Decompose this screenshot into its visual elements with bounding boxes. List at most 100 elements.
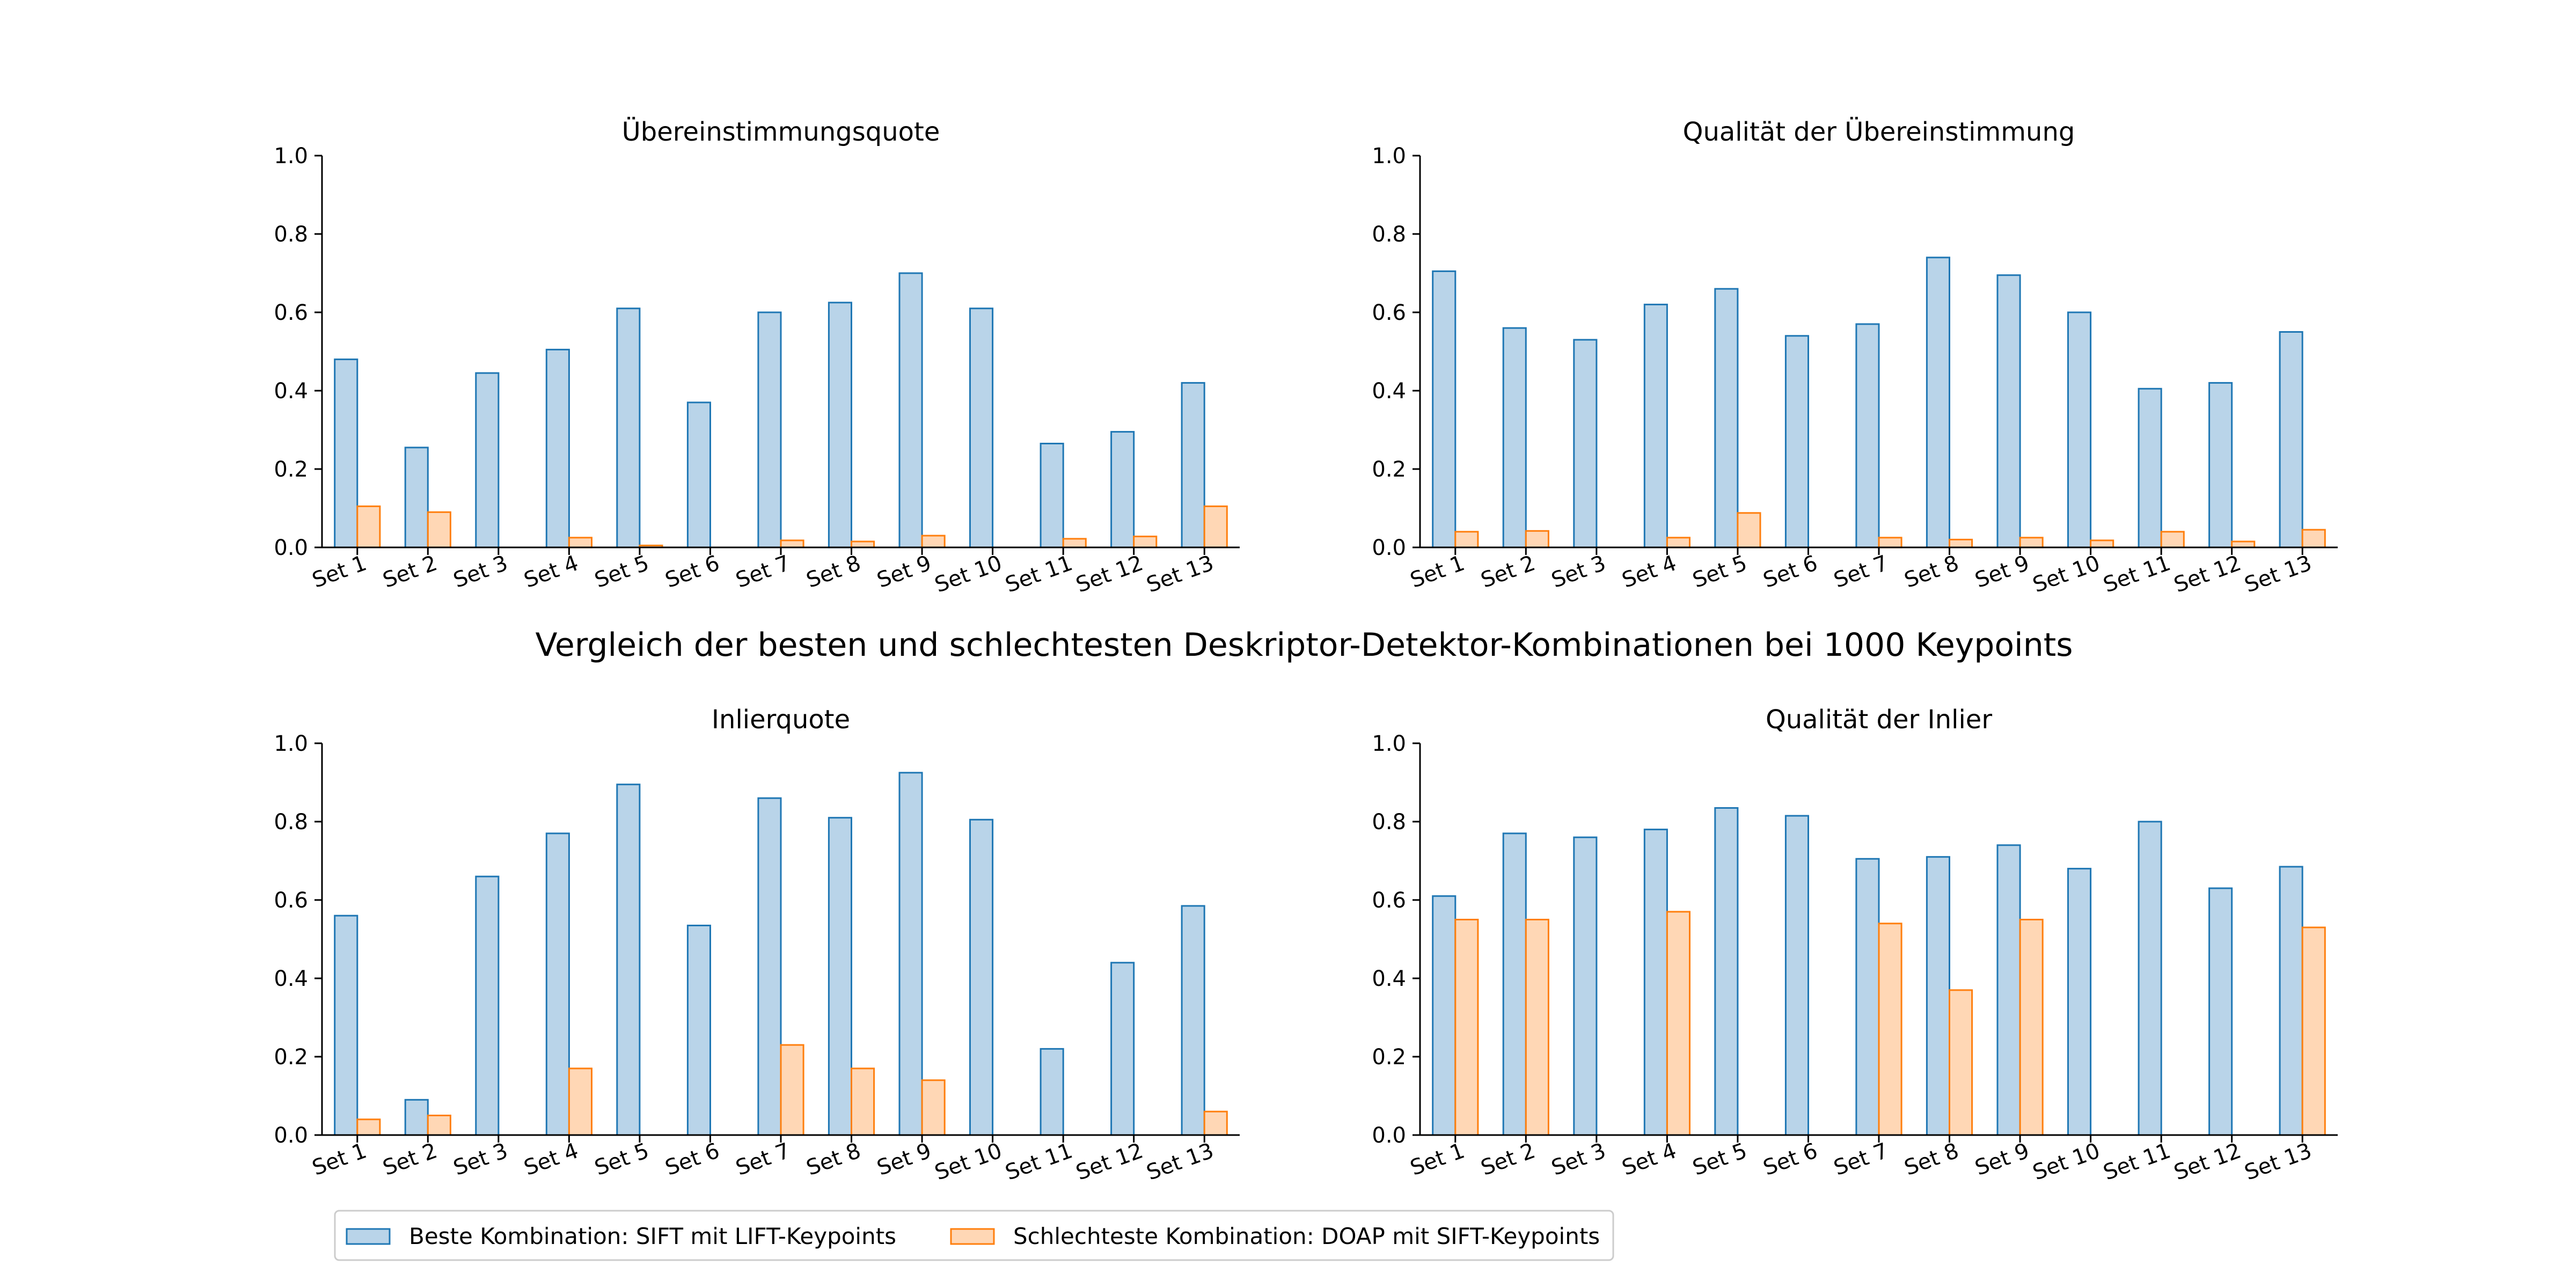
bar-worst-1 xyxy=(1454,919,1479,1136)
bar-best-9 xyxy=(898,772,923,1136)
y-tick-label-inlier-ratio-0: 0.0 xyxy=(274,1123,308,1148)
bar-best-8 xyxy=(1926,856,1950,1136)
bar-best-5 xyxy=(1714,288,1739,548)
bar-best-11 xyxy=(2138,387,2162,548)
bar-worst-1 xyxy=(356,505,381,548)
bar-worst-13 xyxy=(1203,505,1228,548)
chart-title-match-ratio: Übereinstimmungsquote xyxy=(622,117,940,147)
bar-best-4 xyxy=(545,832,570,1136)
bar-best-2 xyxy=(404,447,429,548)
bar-worst-2 xyxy=(427,511,451,548)
bar-worst-7 xyxy=(780,539,804,548)
y-tick-label-inlier-quality-1: 0.2 xyxy=(1372,1045,1406,1070)
y-tick-label-match-quality-3: 0.6 xyxy=(1372,301,1406,325)
bar-worst-13 xyxy=(2301,926,2326,1136)
bar-best-10 xyxy=(969,308,994,548)
bar-best-11 xyxy=(2138,821,2162,1136)
y-tick-label-match-ratio-4: 0.8 xyxy=(274,222,308,247)
bar-best-10 xyxy=(969,818,994,1136)
bar-worst-8 xyxy=(1949,538,1973,548)
y-tick-label-match-ratio-2: 0.4 xyxy=(274,379,308,404)
bar-worst-8 xyxy=(851,1067,875,1136)
bar-worst-9 xyxy=(921,1079,946,1136)
bar-worst-1 xyxy=(356,1118,381,1136)
legend-label-worst: Schlechteste Kombination: DOAP mit SIFT-… xyxy=(1013,1223,1600,1249)
bar-worst-7 xyxy=(1878,923,1902,1136)
bar-worst-7 xyxy=(1878,537,1902,548)
bar-best-10 xyxy=(2067,868,2092,1136)
legend-swatch-worst xyxy=(950,1228,995,1245)
y-tick-label-match-ratio-5: 1.0 xyxy=(274,144,308,169)
y-tick-label-match-quality-1: 0.2 xyxy=(1372,457,1406,482)
bar-best-5 xyxy=(1714,807,1739,1136)
bar-best-8 xyxy=(828,817,853,1136)
bar-worst-4 xyxy=(568,1067,593,1136)
bar-best-1 xyxy=(334,914,358,1136)
chart-title-inlier-ratio: Inlierquote xyxy=(712,705,850,735)
bar-best-12 xyxy=(2208,887,2233,1136)
bar-best-3 xyxy=(1573,339,1598,548)
bar-best-7 xyxy=(1855,323,1880,548)
bar-best-13 xyxy=(2279,866,2303,1136)
legend: Beste Kombination: SIFT mit LIFT-Keypoin… xyxy=(334,1210,1614,1261)
bar-worst-12 xyxy=(2231,540,2256,548)
y-tick-label-match-ratio-1: 0.2 xyxy=(274,457,308,482)
bar-worst-5 xyxy=(1737,512,1761,548)
y-tick-label-inlier-ratio-2: 0.4 xyxy=(274,967,308,991)
bar-best-3 xyxy=(475,372,500,548)
bar-best-4 xyxy=(1643,303,1668,548)
bar-worst-10 xyxy=(2090,539,2114,548)
bar-worst-11 xyxy=(1062,538,1087,548)
chart-inlier-quality: Qualität der Inlier0.00.20.40.60.81.0Set… xyxy=(1372,705,2338,1185)
bar-best-11 xyxy=(1040,443,1064,548)
bar-best-2 xyxy=(404,1099,429,1136)
y-tick-label-inlier-quality-4: 0.8 xyxy=(1372,810,1406,835)
bar-best-7 xyxy=(757,311,782,548)
bar-best-12 xyxy=(1110,962,1135,1136)
bar-best-12 xyxy=(1110,431,1135,548)
y-tick-label-match-ratio-3: 0.6 xyxy=(274,301,308,325)
y-tick-label-inlier-ratio-3: 0.6 xyxy=(274,888,308,913)
bar-worst-8 xyxy=(851,540,875,548)
bar-best-13 xyxy=(2279,331,2303,548)
bar-best-5 xyxy=(616,784,641,1136)
bar-worst-4 xyxy=(1666,537,1690,548)
y-tick-label-inlier-ratio-5: 1.0 xyxy=(274,731,308,756)
bar-best-1 xyxy=(1432,895,1457,1136)
y-tick-label-inlier-quality-3: 0.6 xyxy=(1372,888,1406,913)
bar-best-9 xyxy=(898,272,923,548)
bar-best-7 xyxy=(757,797,782,1136)
y-tick-label-inlier-quality-5: 1.0 xyxy=(1372,731,1406,756)
bar-worst-1 xyxy=(1454,531,1479,548)
bar-best-12 xyxy=(2208,382,2233,548)
bar-best-4 xyxy=(1643,829,1668,1136)
y-tick-label-match-quality-0: 0.0 xyxy=(1372,536,1406,560)
bar-best-8 xyxy=(828,302,853,548)
y-tick-label-inlier-quality-2: 0.4 xyxy=(1372,967,1406,991)
y-tick-label-match-quality-4: 0.8 xyxy=(1372,222,1406,247)
bar-best-3 xyxy=(475,875,500,1136)
legend-swatch-best xyxy=(346,1228,391,1245)
chart-title-inlier-quality: Qualität der Inlier xyxy=(1766,705,1992,735)
bar-best-2 xyxy=(1502,832,1527,1136)
bar-best-8 xyxy=(1926,257,1950,548)
bar-worst-9 xyxy=(921,535,946,548)
bar-worst-13 xyxy=(1203,1110,1228,1136)
bar-best-9 xyxy=(1996,844,2021,1136)
bar-best-7 xyxy=(1855,858,1880,1136)
bar-best-1 xyxy=(1432,270,1457,548)
bar-best-13 xyxy=(1181,905,1205,1136)
bar-best-11 xyxy=(1040,1048,1064,1136)
chart-title-match-quality: Qualität der Übereinstimmung xyxy=(1683,117,2075,147)
legend-label-best: Beste Kombination: SIFT mit LIFT-Keypoin… xyxy=(409,1223,896,1249)
bar-best-10 xyxy=(2067,311,2092,548)
bar-worst-4 xyxy=(1666,911,1690,1136)
y-tick-label-match-ratio-0: 0.0 xyxy=(274,536,308,560)
y-tick-label-inlier-quality-0: 0.0 xyxy=(1372,1123,1406,1148)
bar-best-5 xyxy=(616,308,641,548)
bar-worst-8 xyxy=(1949,989,1973,1136)
bar-worst-2 xyxy=(427,1115,451,1136)
bar-worst-2 xyxy=(1525,919,1549,1136)
bar-best-1 xyxy=(334,358,358,548)
